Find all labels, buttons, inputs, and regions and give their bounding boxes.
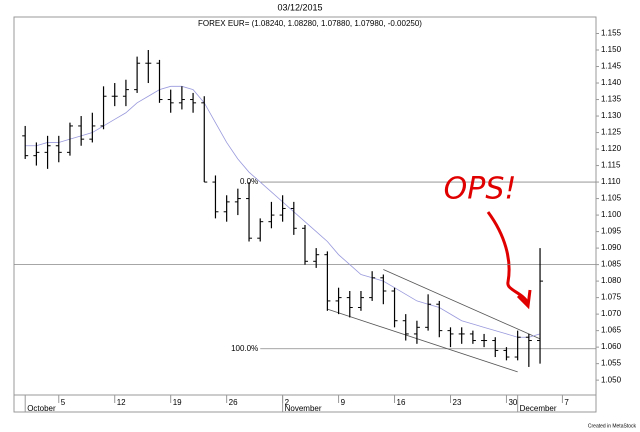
y-tick-label: 1.065 <box>601 326 622 335</box>
y-tick-label: 1.150 <box>601 45 622 54</box>
trendline <box>383 269 541 340</box>
x-tick-label: 12 <box>117 398 126 407</box>
x-tick-label: 26 <box>229 398 238 407</box>
annotation: OPS! <box>444 172 517 207</box>
y-tick-label: 1.100 <box>601 210 622 219</box>
y-tick-label: 1.060 <box>601 342 622 351</box>
y-tick-label: 1.090 <box>601 243 622 252</box>
x-tick-label: 9 <box>341 398 346 407</box>
month-label: November <box>285 404 322 413</box>
x-tick-label: 30 <box>508 398 517 407</box>
x-tick-label: 5 <box>61 398 66 407</box>
month-label: December <box>520 404 557 413</box>
month-label: October <box>27 404 56 413</box>
reference-label: 0.0% <box>240 177 258 186</box>
y-tick-label: 1.140 <box>601 78 622 87</box>
arrow-head <box>516 289 532 310</box>
y-tick-label: 1.135 <box>601 95 622 104</box>
x-tick-label: 23 <box>453 398 462 407</box>
y-tick-label: 1.095 <box>601 227 622 236</box>
reference-label: 100.0% <box>231 344 258 353</box>
y-tick-label: 1.085 <box>601 260 622 269</box>
y-tick-label: 1.130 <box>601 111 622 120</box>
chart-subtitle: FOREX EUR= (1.08240, 1.08280, 1.07880, 1… <box>198 19 422 28</box>
y-tick-label: 1.080 <box>601 276 622 285</box>
arrow <box>486 211 530 304</box>
y-tick-label: 1.115 <box>601 161 621 170</box>
y-tick-label: 1.145 <box>601 62 622 71</box>
x-tick-label: 7 <box>564 398 569 407</box>
chart-title: 03/12/2015 <box>277 2 322 12</box>
x-tick-label: 2 <box>285 398 290 407</box>
y-tick-label: 1.105 <box>601 194 622 203</box>
footer: Created in MetaStock <box>588 423 637 429</box>
y-tick-label: 1.075 <box>601 293 622 302</box>
x-tick-label: 19 <box>173 398 182 407</box>
trendline <box>327 308 518 373</box>
y-tick-label: 1.110 <box>601 177 621 186</box>
y-tick-label: 1.055 <box>601 359 622 368</box>
plot-frame <box>13 16 597 413</box>
x-tick-label: 16 <box>397 398 406 407</box>
y-tick-label: 1.050 <box>601 375 622 384</box>
y-tick-label: 1.155 <box>601 29 622 38</box>
y-tick-label: 1.125 <box>601 128 622 137</box>
y-tick-label: 1.120 <box>601 144 622 153</box>
y-tick-label: 1.070 <box>601 309 622 318</box>
